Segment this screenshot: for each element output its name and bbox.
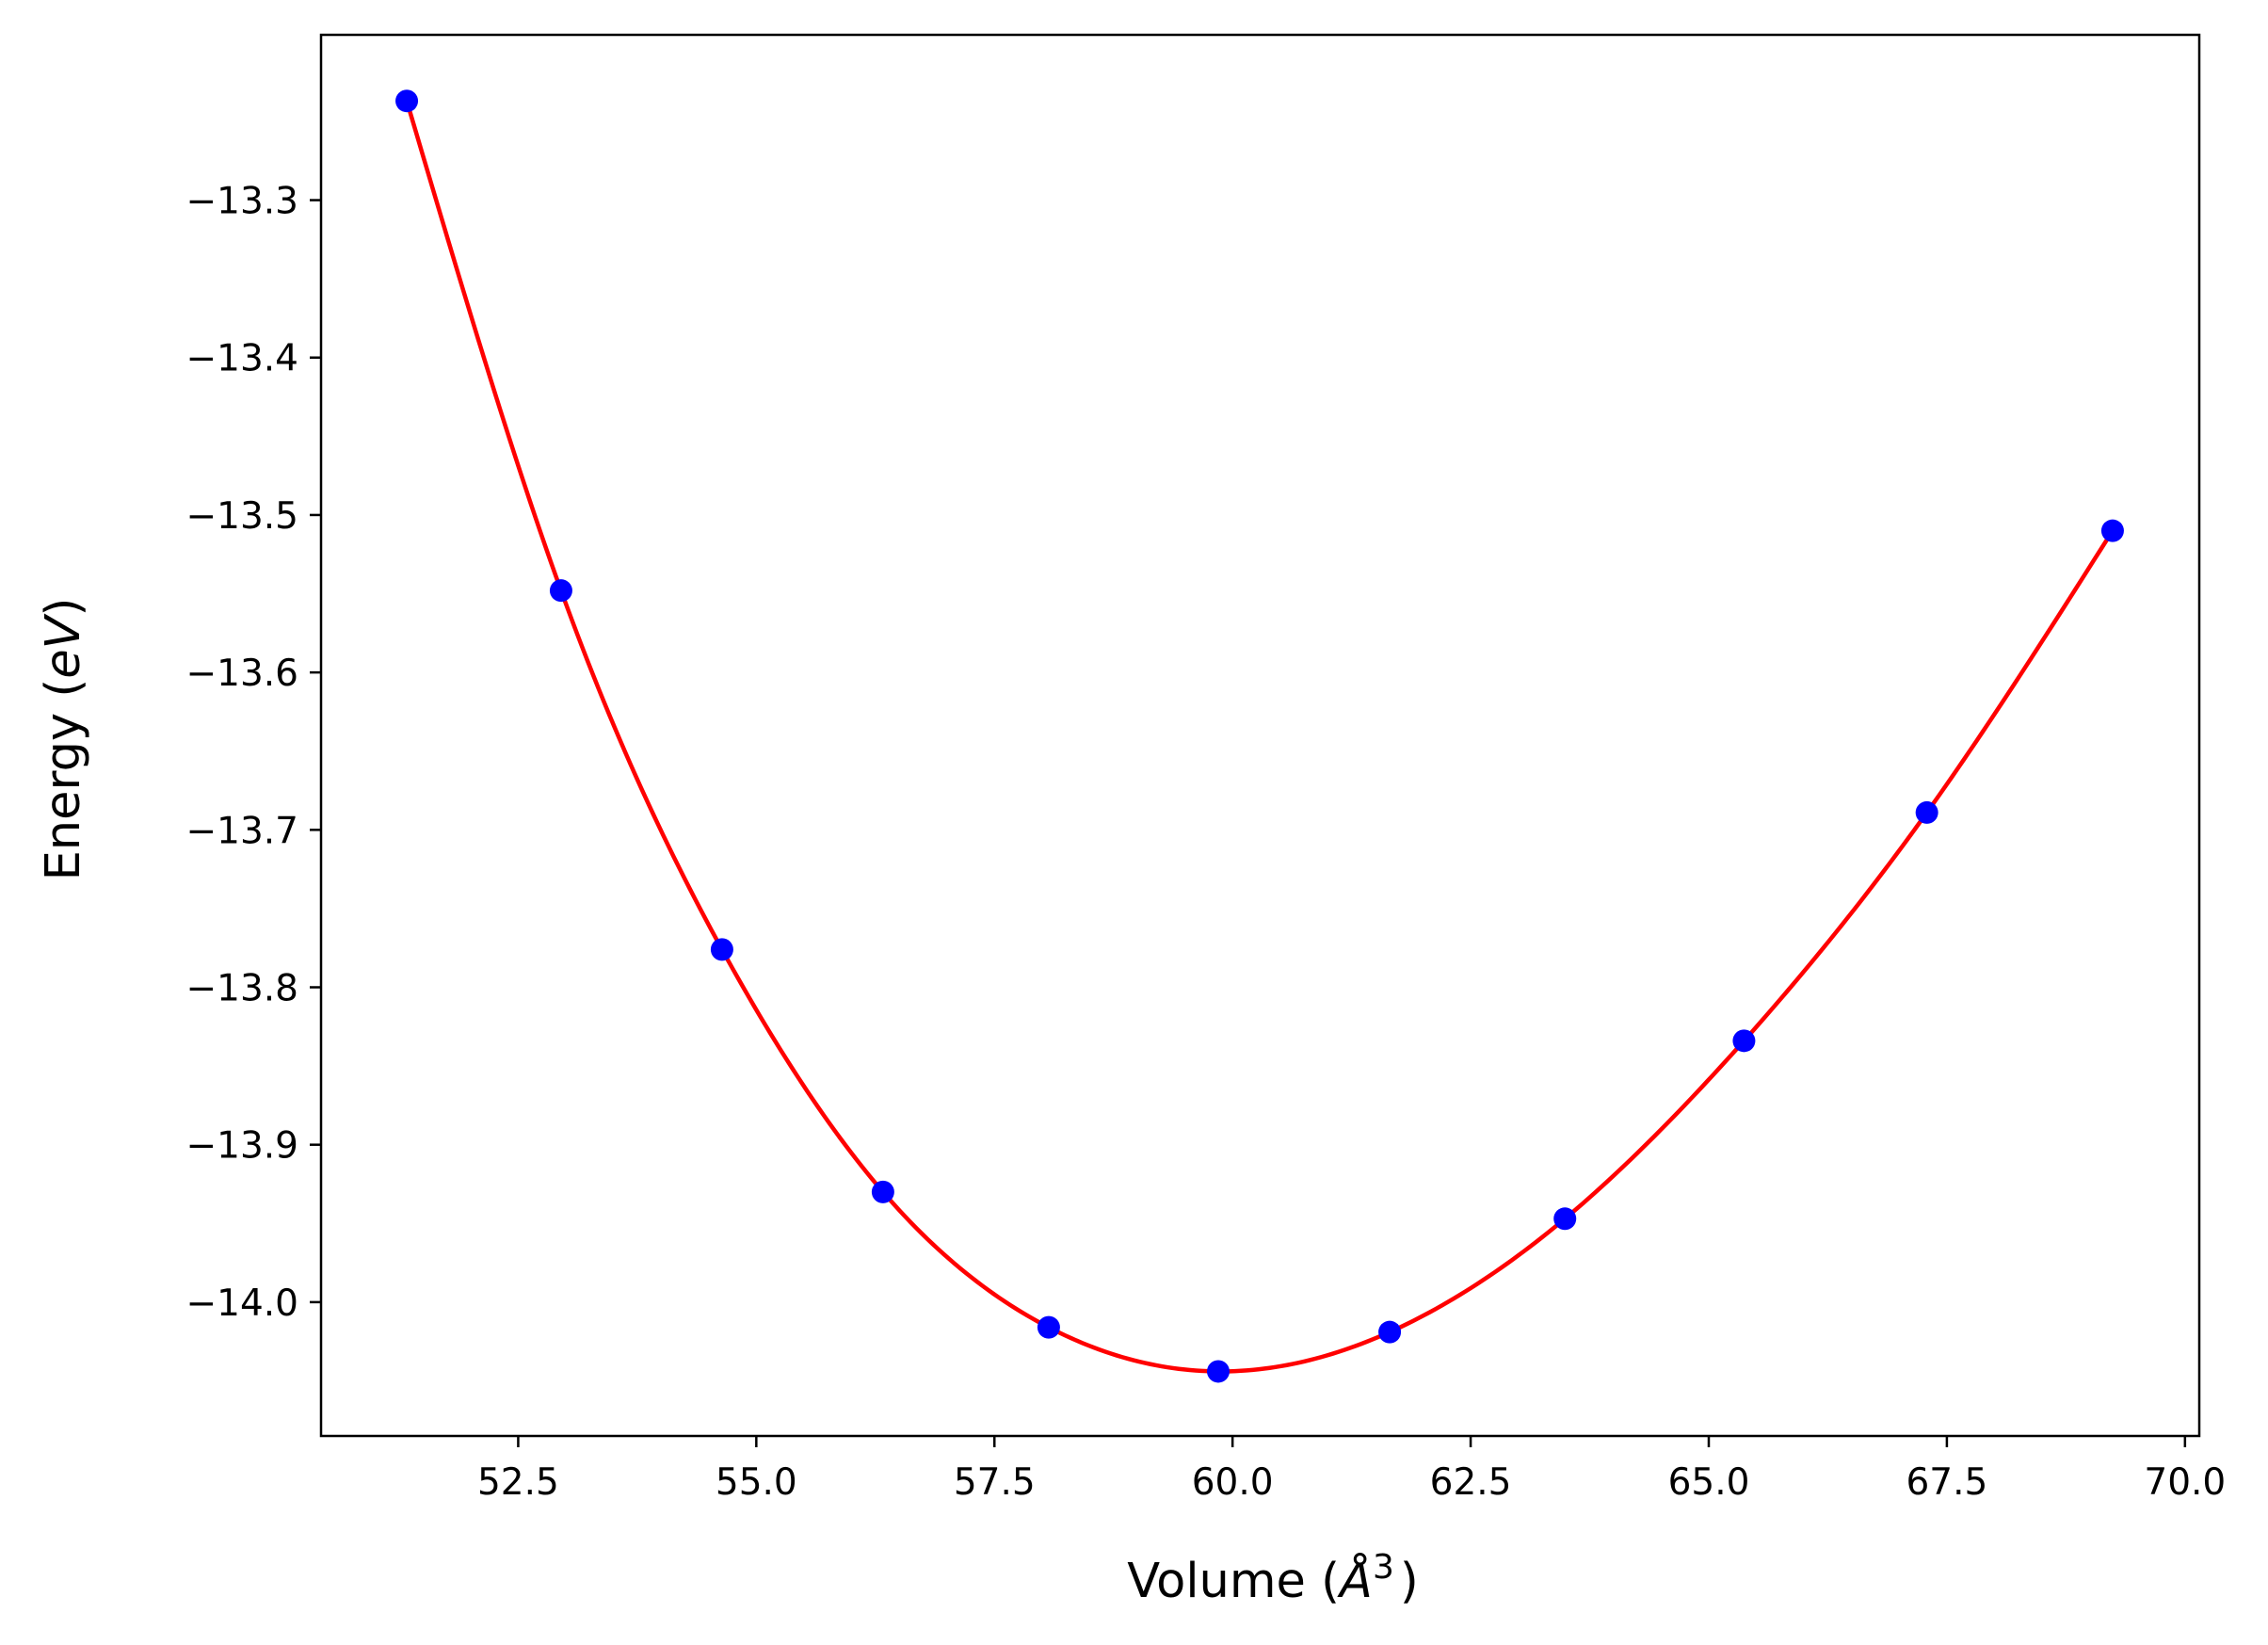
- x-tick-label: 52.5: [477, 1461, 559, 1504]
- fit-curve-layer: [404, 100, 2115, 1374]
- x-tick-label: 70.0: [2144, 1461, 2226, 1504]
- data-point: [710, 938, 733, 961]
- data-point: [1206, 1360, 1230, 1383]
- x-axis-label-close: ): [1400, 1554, 1419, 1609]
- y-tick-label: −13.8: [185, 968, 298, 1010]
- data-point: [549, 579, 572, 603]
- y-tick-label: −13.4: [185, 338, 298, 380]
- x-axis-label-unit: Å: [1337, 1551, 1373, 1609]
- x-tick-label: 67.5: [1906, 1461, 1987, 1504]
- y-tick-label: −13.3: [185, 181, 298, 223]
- x-tick-label: 55.0: [716, 1461, 797, 1504]
- y-tick-label: −14.0: [185, 1282, 298, 1325]
- x-axis-ticks: 52.5 55.0 57.5 60.0 62.5 65.0 67.5 70.0: [477, 1436, 2226, 1504]
- data-point: [871, 1180, 894, 1203]
- data-point: [1732, 1029, 1756, 1053]
- y-axis-label: Energy (eV): [36, 598, 91, 881]
- data-point: [1553, 1207, 1577, 1231]
- y-axis-label-text: Energy (: [36, 679, 91, 881]
- y-axis-label-close: ): [36, 598, 91, 617]
- y-axis-ticks: −14.0 −13.9 −13.8 −13.7 −13.6 −13.5 −13.4 −13.3: [185, 181, 321, 1325]
- data-point: [1378, 1320, 1402, 1344]
- y-tick-label: −13.5: [185, 495, 298, 538]
- fit-curve: [404, 100, 2115, 1374]
- y-axis-label-unit: eV: [36, 613, 91, 678]
- data-point: [1915, 800, 1938, 824]
- x-axis-label-exponent: 3: [1373, 1548, 1394, 1587]
- plot-area-frame: [319, 33, 2201, 1438]
- x-tick-label: 60.0: [1192, 1461, 1274, 1504]
- data-point: [1037, 1315, 1060, 1339]
- y-tick-label: −13.9: [185, 1125, 298, 1168]
- x-tick-label: 62.5: [1430, 1461, 1512, 1504]
- data-point: [2100, 519, 2124, 542]
- x-axis-label: Volume (Å3): [1127, 1548, 1419, 1609]
- x-axis-label-text: Volume (: [1127, 1554, 1340, 1609]
- y-tick-label: −13.6: [185, 653, 298, 695]
- data-points-layer: [395, 89, 2124, 1383]
- data-point: [395, 89, 419, 113]
- x-tick-label: 65.0: [1668, 1461, 1750, 1504]
- x-tick-label: 57.5: [954, 1461, 1036, 1504]
- y-tick-label: −13.7: [185, 810, 298, 852]
